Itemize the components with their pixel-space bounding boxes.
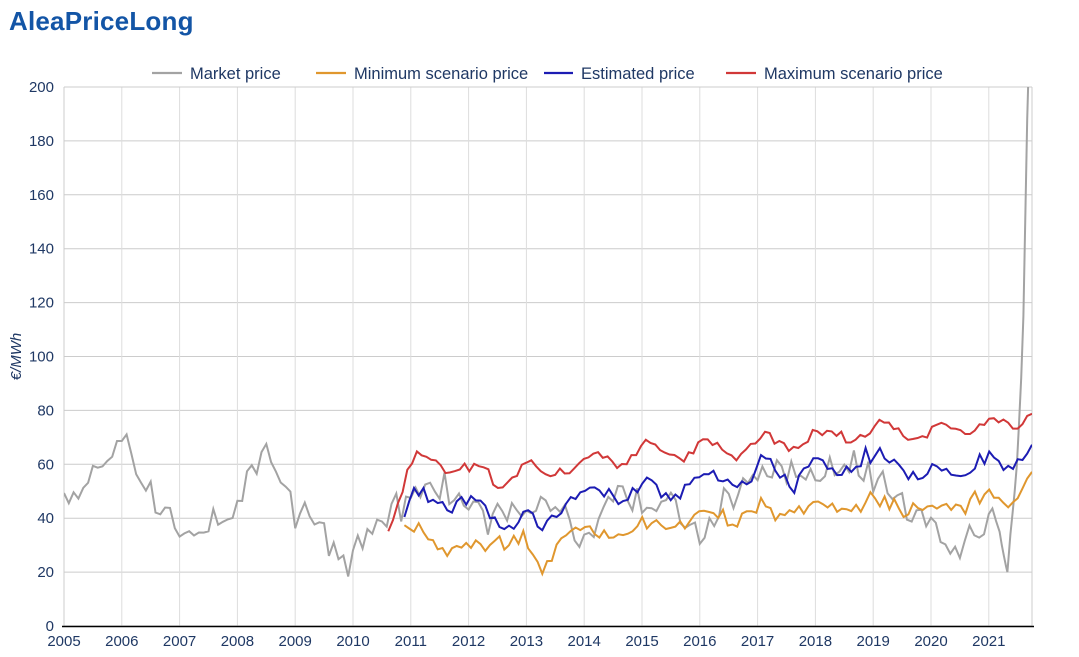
svg-text:2009: 2009 — [279, 633, 312, 650]
svg-text:Market price: Market price — [190, 65, 281, 83]
svg-text:40: 40 — [37, 510, 54, 527]
svg-text:2014: 2014 — [568, 633, 601, 650]
svg-text:2021: 2021 — [972, 633, 1005, 650]
svg-text:2006: 2006 — [105, 633, 138, 650]
svg-text:Maximum scenario price: Maximum scenario price — [764, 65, 943, 83]
svg-text:60: 60 — [37, 456, 54, 473]
svg-text:180: 180 — [29, 133, 54, 150]
svg-text:80: 80 — [37, 402, 54, 419]
svg-text:160: 160 — [29, 187, 54, 204]
svg-text:120: 120 — [29, 295, 54, 312]
svg-text:100: 100 — [29, 349, 54, 366]
svg-text:2019: 2019 — [857, 633, 890, 650]
svg-text:€/MWh: €/MWh — [8, 333, 25, 381]
svg-text:2005: 2005 — [47, 633, 80, 650]
svg-text:2013: 2013 — [510, 633, 543, 650]
svg-text:2016: 2016 — [683, 633, 716, 650]
svg-text:2017: 2017 — [741, 633, 774, 650]
svg-text:2018: 2018 — [799, 633, 832, 650]
svg-text:2007: 2007 — [163, 633, 196, 650]
svg-text:140: 140 — [29, 241, 54, 258]
svg-text:200: 200 — [29, 79, 54, 96]
svg-text:2012: 2012 — [452, 633, 485, 650]
svg-text:20: 20 — [37, 564, 54, 581]
svg-text:2015: 2015 — [625, 633, 658, 650]
svg-text:Estimated price: Estimated price — [581, 65, 695, 83]
svg-text:Minimum scenario price: Minimum scenario price — [354, 65, 528, 83]
svg-text:2011: 2011 — [395, 633, 427, 650]
svg-text:2020: 2020 — [914, 633, 947, 650]
svg-text:2008: 2008 — [221, 633, 254, 650]
svg-text:2010: 2010 — [336, 633, 369, 650]
